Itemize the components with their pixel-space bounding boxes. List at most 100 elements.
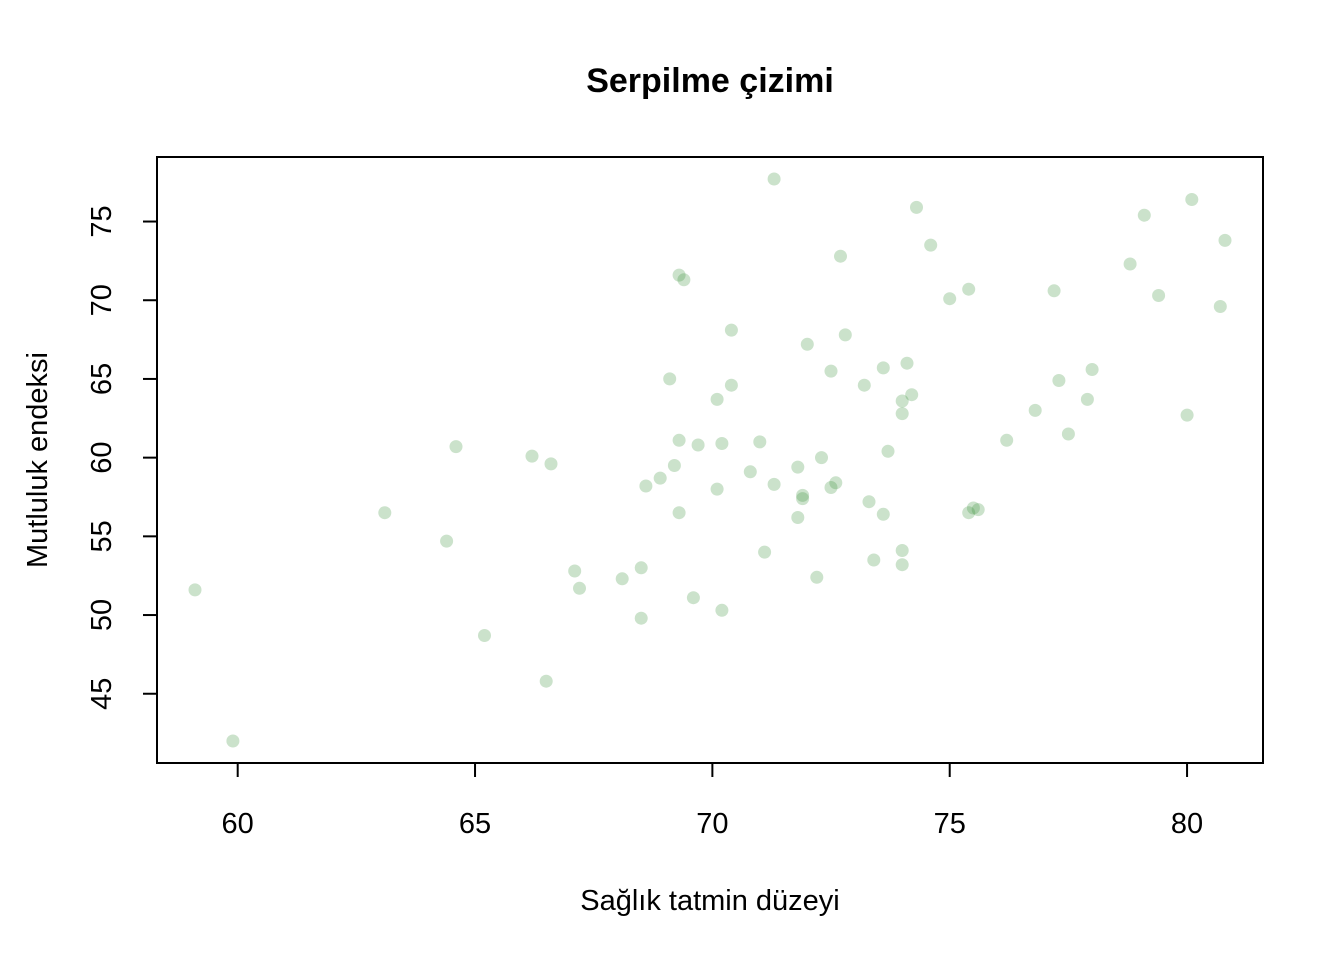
data-point xyxy=(895,558,909,572)
data-point xyxy=(966,501,980,515)
data-point xyxy=(667,459,681,472)
data-point xyxy=(724,323,738,337)
data-point xyxy=(715,603,729,617)
data-point xyxy=(900,356,914,370)
data-point xyxy=(910,200,923,214)
data-point xyxy=(615,572,629,586)
data-points xyxy=(188,172,1232,748)
data-point xyxy=(686,591,700,605)
data-point xyxy=(791,460,805,474)
y-axis: 45 50 55 60 65 70 75 xyxy=(86,205,158,710)
data-point xyxy=(800,337,814,351)
data-point xyxy=(672,506,686,520)
data-point xyxy=(943,292,957,306)
data-point xyxy=(677,273,691,287)
y-tick-label: 50 xyxy=(86,599,118,631)
data-point xyxy=(962,506,976,520)
data-point xyxy=(1123,257,1137,271)
data-point xyxy=(1000,433,1014,447)
y-tick-label: 55 xyxy=(86,520,118,552)
data-point xyxy=(663,372,677,386)
data-point xyxy=(895,407,909,421)
data-point xyxy=(905,388,919,402)
data-point xyxy=(568,564,582,578)
data-point xyxy=(1080,392,1094,406)
data-point xyxy=(753,435,767,449)
data-point xyxy=(1137,208,1151,222)
data-point xyxy=(895,544,909,557)
x-tick-label: 75 xyxy=(934,808,966,840)
data-point xyxy=(226,734,240,748)
data-point xyxy=(710,392,724,406)
y-tick-label: 60 xyxy=(86,442,118,474)
y-axis-label: Mutluluk endeksi xyxy=(22,352,54,568)
data-point xyxy=(796,492,810,506)
data-point xyxy=(440,534,454,548)
data-point xyxy=(881,444,895,458)
data-point xyxy=(378,506,392,520)
data-point xyxy=(724,378,738,392)
data-point xyxy=(691,438,705,452)
data-point xyxy=(862,495,876,509)
data-point xyxy=(815,451,828,465)
data-point xyxy=(1152,289,1166,302)
data-point xyxy=(1218,233,1232,247)
data-point xyxy=(758,545,772,559)
data-point xyxy=(634,611,648,625)
y-tick-label: 65 xyxy=(86,363,118,395)
data-point xyxy=(639,479,653,493)
data-point xyxy=(478,629,491,642)
data-point xyxy=(715,437,729,450)
data-point xyxy=(962,282,976,296)
data-point xyxy=(810,570,824,584)
data-point xyxy=(710,482,724,496)
data-point xyxy=(1052,374,1066,387)
data-point xyxy=(829,476,843,490)
data-point xyxy=(867,553,881,567)
y-tick-label: 70 xyxy=(86,284,118,316)
data-point xyxy=(188,583,202,597)
y-tick-label: 75 xyxy=(86,205,118,237)
data-point xyxy=(573,581,586,595)
data-point xyxy=(791,511,805,524)
data-point xyxy=(924,238,938,252)
x-tick-label: 70 xyxy=(696,808,728,840)
data-point xyxy=(857,378,871,392)
data-point xyxy=(767,477,781,491)
data-point xyxy=(824,364,838,378)
x-tick-label: 60 xyxy=(222,808,254,840)
data-point xyxy=(743,465,757,479)
x-tick-label: 80 xyxy=(1171,808,1203,840)
data-point xyxy=(796,488,810,502)
data-point xyxy=(1085,363,1099,376)
x-axis-label: Sağlık tatmin düzeyi xyxy=(580,885,840,917)
data-point xyxy=(876,361,890,375)
data-point xyxy=(634,561,648,575)
data-point xyxy=(544,457,558,471)
data-point xyxy=(1213,300,1227,313)
data-point xyxy=(672,268,686,282)
plot-frame xyxy=(156,156,1264,764)
y-tick-label: 45 xyxy=(86,678,118,710)
data-point xyxy=(525,449,539,463)
data-point xyxy=(1061,427,1075,441)
data-point xyxy=(539,674,553,688)
data-point xyxy=(449,440,463,454)
data-point xyxy=(1028,403,1042,417)
data-point xyxy=(1047,284,1061,298)
data-point xyxy=(1185,193,1199,206)
chart-title: Serpilme çizimi xyxy=(586,62,834,100)
data-point xyxy=(653,471,667,485)
data-point xyxy=(971,503,985,517)
x-tick-label: 65 xyxy=(459,808,491,840)
data-point xyxy=(824,481,838,494)
data-point xyxy=(838,328,852,342)
data-point xyxy=(1180,408,1194,422)
data-point xyxy=(876,507,890,521)
data-point xyxy=(672,433,686,447)
x-axis: 60 65 70 75 80 xyxy=(222,762,1203,840)
data-point xyxy=(895,394,909,408)
data-point xyxy=(767,172,781,186)
data-point xyxy=(834,249,847,263)
